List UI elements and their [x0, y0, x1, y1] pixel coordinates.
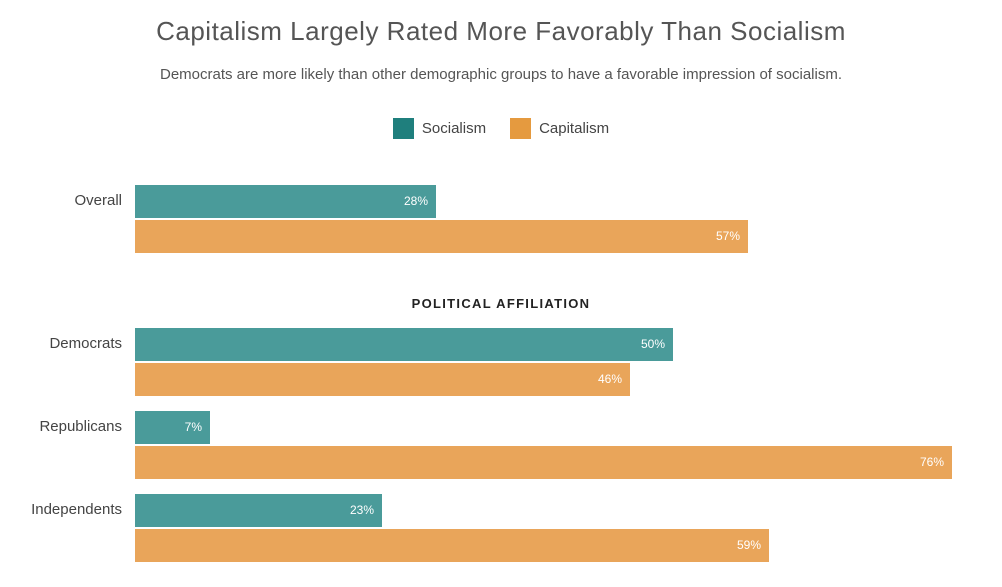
chart-title: Capitalism Largely Rated More Favorably … — [156, 16, 846, 46]
bar-socialism-overall — [135, 185, 436, 218]
section-header-political-affiliation: POLITICAL AFFILIATION — [411, 296, 591, 311]
legend-swatch-capitalism — [510, 118, 532, 139]
data-label-socialism-republicans: 7% — [184, 420, 202, 434]
legend-label-socialism: Socialism — [421, 120, 487, 137]
bar-capitalism-overall — [135, 220, 748, 253]
bar-capitalism-democrats — [135, 363, 630, 396]
data-label-capitalism-democrats: 46% — [597, 372, 622, 386]
data-label-socialism-independents: 23% — [349, 503, 374, 517]
data-label-capitalism-republicans: 76% — [919, 455, 944, 469]
bar-socialism-independents — [135, 494, 382, 527]
bar-socialism-republicans — [135, 411, 210, 444]
legend: Socialism Capitalism — [0, 118, 1002, 139]
category-label-independents: Independents — [31, 501, 122, 518]
bar-capitalism-republicans — [135, 446, 952, 479]
data-label-socialism-democrats: 50% — [640, 337, 665, 351]
legend-swatch-socialism — [392, 118, 414, 139]
legend-item-socialism: Socialism — [392, 118, 487, 139]
data-label-capitalism-independents: 59% — [736, 538, 761, 552]
legend-label-capitalism: Capitalism — [539, 120, 610, 137]
bar-socialism-democrats — [135, 328, 673, 361]
legend-item-capitalism: Capitalism — [510, 118, 609, 139]
category-label-republicans: Republicans — [39, 418, 122, 435]
data-label-capitalism-overall: 57% — [715, 229, 740, 243]
data-label-socialism-overall: 28% — [403, 194, 428, 208]
category-label-overall: Overall — [74, 192, 122, 209]
category-label-democrats: Democrats — [49, 335, 122, 352]
chart-subtitle: Democrats are more likely than other dem… — [160, 66, 842, 83]
bar-capitalism-independents — [135, 529, 769, 562]
